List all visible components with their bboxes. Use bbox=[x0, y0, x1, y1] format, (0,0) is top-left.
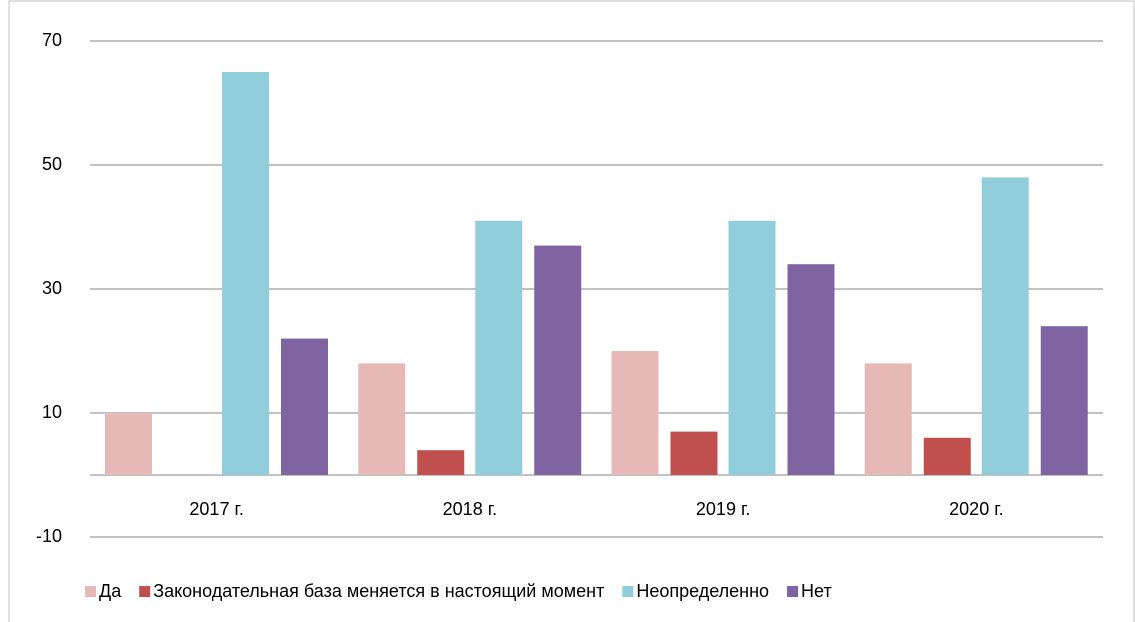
bar bbox=[1040, 326, 1088, 475]
legend-label: Да bbox=[99, 581, 122, 601]
y-tick-label: 50 bbox=[42, 154, 62, 174]
y-tick-label: 10 bbox=[42, 402, 62, 422]
bar bbox=[864, 363, 912, 475]
bar bbox=[670, 431, 718, 475]
x-tick-label: 2018 г. bbox=[443, 499, 497, 519]
bar bbox=[981, 177, 1029, 475]
x-tick-label: 2019 г. bbox=[696, 499, 750, 519]
legend-swatch bbox=[139, 586, 151, 597]
legend-swatch bbox=[622, 586, 634, 597]
y-tick-label: 70 bbox=[42, 30, 62, 50]
bar bbox=[611, 351, 659, 475]
bar bbox=[787, 264, 835, 475]
legend-swatch bbox=[787, 586, 799, 597]
bar bbox=[105, 413, 152, 475]
legend-label: Законодательная база меняется в настоящи… bbox=[153, 581, 604, 601]
legend-swatch bbox=[85, 586, 96, 597]
bar bbox=[281, 338, 328, 475]
bar bbox=[534, 245, 582, 475]
y-tick-label: -10 bbox=[36, 526, 62, 546]
legend-label: Нет bbox=[801, 581, 832, 601]
legend-label: Неопределенно bbox=[636, 581, 769, 601]
bar bbox=[417, 450, 465, 475]
bar bbox=[358, 363, 406, 475]
x-tick-label: 2020 г. bbox=[949, 499, 1003, 519]
bar bbox=[923, 437, 971, 475]
bar bbox=[475, 220, 523, 475]
bar bbox=[222, 72, 269, 475]
y-tick-label: 30 bbox=[42, 278, 62, 298]
x-tick-label: 2017 г. bbox=[189, 499, 243, 519]
bar bbox=[728, 220, 776, 475]
